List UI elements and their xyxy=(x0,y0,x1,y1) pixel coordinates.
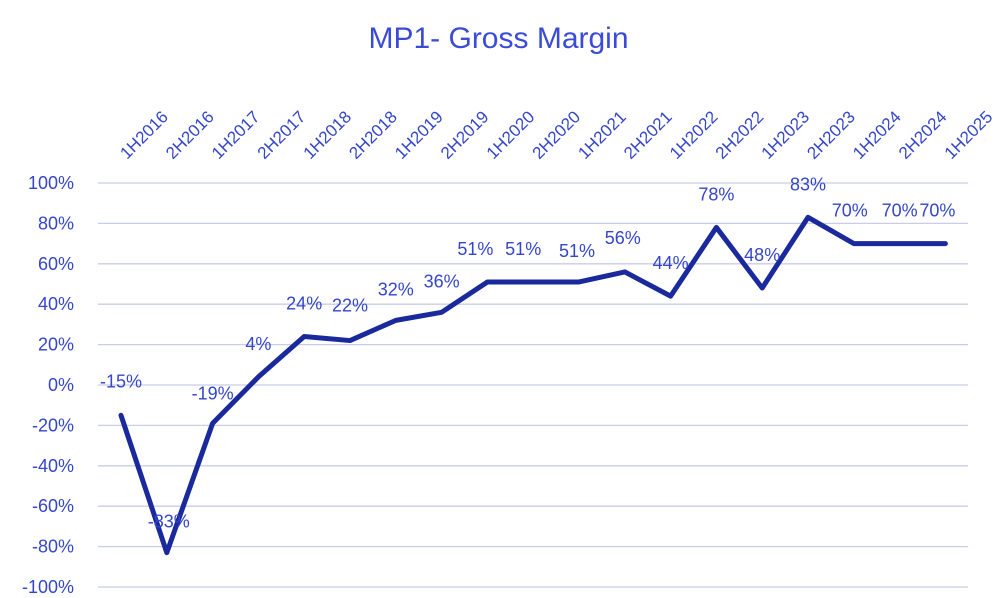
x-tick-label: 2H2020 xyxy=(529,107,585,163)
data-label: 83% xyxy=(790,174,826,194)
y-tick-label: -80% xyxy=(32,537,74,557)
data-label: 32% xyxy=(378,279,414,299)
x-tick-label: 2H2017 xyxy=(254,107,310,163)
x-tick-label: 1H2024 xyxy=(849,107,905,163)
x-tick-label: 1H2022 xyxy=(666,107,722,163)
data-label: 24% xyxy=(286,294,322,314)
data-label: 36% xyxy=(424,271,460,291)
y-tick-label: 80% xyxy=(38,213,74,233)
x-tick-label: 2H2016 xyxy=(162,107,218,163)
x-tick-label: 2H2018 xyxy=(345,107,401,163)
data-label: 48% xyxy=(744,245,780,265)
y-tick-label: -40% xyxy=(32,456,74,476)
x-tick-label: 1H2023 xyxy=(758,107,814,163)
data-label: 22% xyxy=(332,296,368,316)
data-label: 51% xyxy=(457,239,493,259)
data-label: -19% xyxy=(192,383,234,403)
data-labels: -15% -83% -19% 4% 24% 22% 32% 36% 51% 51% 51% 56% 44… xyxy=(100,174,955,531)
x-tick-label: 1H2019 xyxy=(391,107,447,163)
x-tick-label: 1H2025 xyxy=(941,107,997,163)
x-tick-label: 2H2021 xyxy=(620,107,676,163)
data-label: -15% xyxy=(100,371,142,391)
data-label: 4% xyxy=(245,334,271,354)
x-tick-label: 2H2022 xyxy=(712,107,768,163)
data-label: 44% xyxy=(653,253,689,273)
series-line xyxy=(118,214,948,556)
data-label: 78% xyxy=(698,184,734,204)
y-axis-ticks: 100% 80% 60% 40% 20% 0% -20% -40% -60% -80% -100% xyxy=(22,173,74,597)
x-tick-label: 1H2017 xyxy=(208,107,264,163)
chart-title: MP1- Gross Margin xyxy=(368,22,629,55)
x-axis-ticks: 1H20162H20161H20172H20171H20182H20181H20… xyxy=(116,107,996,163)
data-label: 56% xyxy=(605,228,641,248)
y-tick-label: 100% xyxy=(28,173,74,193)
x-tick-label: 1H2021 xyxy=(574,107,630,163)
x-tick-label: 1H2020 xyxy=(483,107,539,163)
x-tick-label: 2H2023 xyxy=(803,107,859,163)
data-label: 51% xyxy=(505,239,541,259)
data-label: 70% xyxy=(919,201,955,221)
x-tick-label: 1H2018 xyxy=(300,107,356,163)
y-tick-label: 40% xyxy=(38,294,74,314)
x-tick-label: 1H2016 xyxy=(116,107,172,163)
series-line-group xyxy=(118,214,948,556)
data-label: -83% xyxy=(148,512,190,532)
y-tick-label: 60% xyxy=(38,254,74,274)
y-tick-label: -20% xyxy=(32,415,74,435)
y-tick-label: -60% xyxy=(32,496,74,516)
x-tick-label: 2H2019 xyxy=(437,107,493,163)
data-label: 51% xyxy=(559,241,595,261)
y-tick-label: -100% xyxy=(22,577,74,597)
gridlines xyxy=(98,182,968,588)
x-tick-label: 2H2024 xyxy=(895,107,951,163)
y-tick-label: 20% xyxy=(38,335,74,355)
data-label: 70% xyxy=(882,201,918,221)
y-tick-label: 0% xyxy=(48,375,74,395)
data-label: 70% xyxy=(832,201,868,221)
